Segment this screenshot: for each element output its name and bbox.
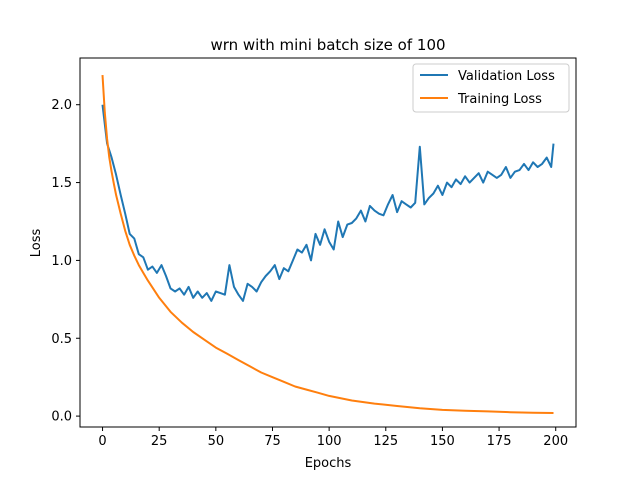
y-tick-label: 0.5 [51,332,72,347]
x-tick-label: 50 [208,434,225,449]
legend-box [412,63,570,113]
x-tick-label: 75 [264,434,281,449]
x-tick-label: 175 [487,434,512,449]
plot-frame [79,57,577,428]
x-tick-label: 125 [373,434,398,449]
legend-label-validation-loss: Validation Loss [458,69,555,84]
series-layer [101,75,555,414]
legend-label-training-loss: Training Loss [457,92,542,107]
y-axis-ticks: 0.0 0.5 1.0 1.5 2.0 [51,98,80,425]
y-tick-label: 2.0 [51,98,72,113]
x-tick-label: 0 [98,434,106,449]
x-tick-label: 150 [430,434,455,449]
y-axis-label: Loss [29,229,44,258]
x-axis-ticks: 0 25 50 75 100 125 150 175 200 [98,427,568,449]
x-tick-label: 200 [543,434,568,449]
x-tick-label: 25 [151,434,168,449]
legend: Validation Loss Training Loss [412,63,570,113]
chart-title: wrn with mini batch size of 100 [210,36,445,54]
series-line-validation-loss [101,104,555,302]
series-line-training-loss [101,75,554,414]
y-tick-label: 0.0 [51,410,72,425]
x-tick-label: 100 [317,434,342,449]
x-axis-label: Epochs [305,456,352,471]
y-tick-label: 1.5 [51,176,72,191]
y-tick-label: 1.0 [51,254,72,269]
